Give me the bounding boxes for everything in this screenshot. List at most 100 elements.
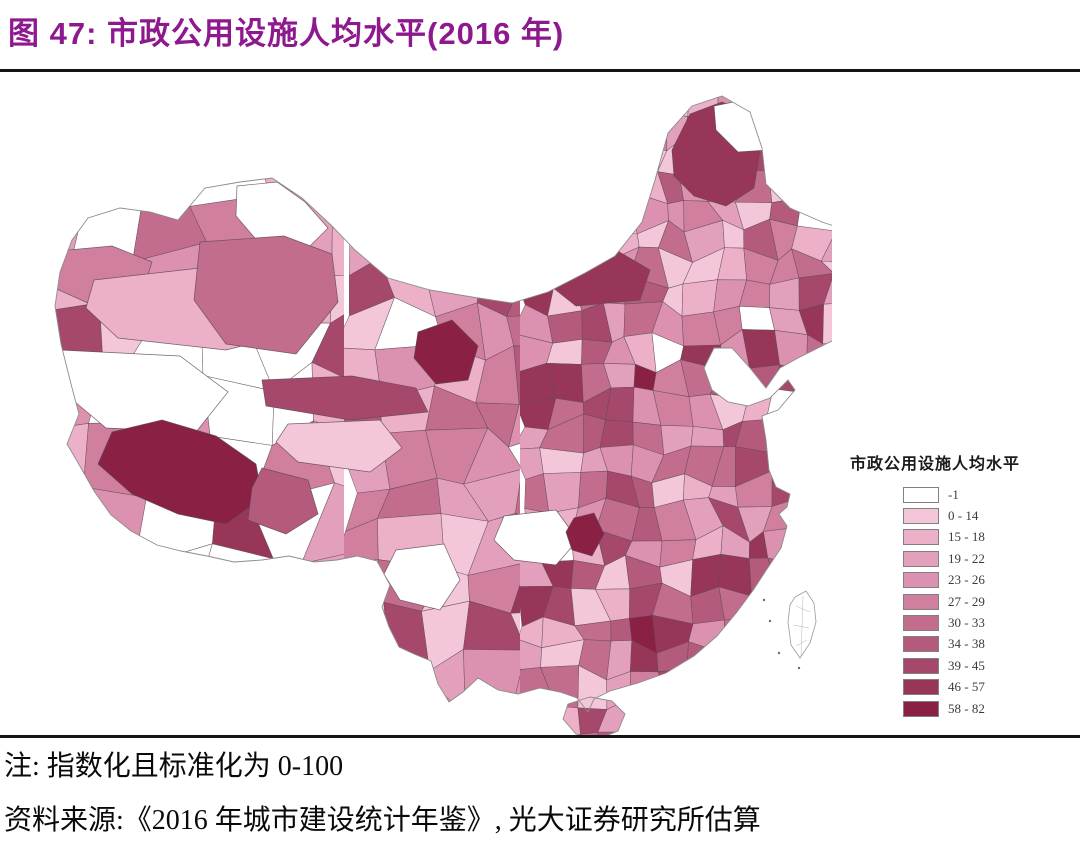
map-region-cell <box>317 133 344 217</box>
map-region-cell <box>520 96 555 117</box>
map-region-cell <box>595 142 628 178</box>
map-region-cell <box>797 197 832 232</box>
map-region-cell <box>378 207 446 259</box>
map-region-cell <box>655 696 694 738</box>
map-region-cell <box>300 598 344 676</box>
map-region-cell <box>821 668 832 706</box>
map-region-cell <box>595 170 628 197</box>
map-region-cell <box>520 195 555 233</box>
map-region-cell <box>266 706 333 738</box>
map-region-cell <box>463 427 520 485</box>
map-region-cell <box>520 164 554 206</box>
legend-label: 58 - 82 <box>948 700 985 716</box>
map-region-cell <box>520 218 557 255</box>
map-region-cell <box>215 96 265 148</box>
map-region-cell <box>765 665 797 708</box>
map-region-cell <box>520 247 556 279</box>
map-region-cell <box>474 160 520 227</box>
map-region-cell <box>541 96 583 116</box>
map-region-cell <box>265 558 302 600</box>
map-legend: 市政公用设施人均水平 -1 0 - 14 15 - 18 19 - 22 23 - 26… <box>850 450 1060 719</box>
map-region-cell <box>191 591 267 683</box>
island-dot <box>762 598 766 602</box>
legend-label: 27 - 29 <box>948 593 985 609</box>
top-rule <box>0 69 1080 72</box>
map-region-cell <box>795 393 832 431</box>
map-region-cell <box>549 105 583 145</box>
map-region-cell <box>797 497 829 538</box>
map-region-cell <box>681 279 718 317</box>
map-region-cell <box>821 642 832 682</box>
legend-label: 34 - 38 <box>948 636 985 652</box>
map-region-cell <box>55 602 100 674</box>
legend-item: 34 - 38 <box>903 634 1060 655</box>
map-region-cell <box>765 416 796 455</box>
map-region-patch <box>275 419 403 473</box>
map-region-cell <box>555 253 584 279</box>
map-region-cell <box>720 671 744 696</box>
legend-swatch <box>903 550 939 567</box>
map-region-cell <box>568 194 613 234</box>
map-region-cell <box>575 106 612 147</box>
map-region-cell <box>474 135 520 182</box>
map-region-cell <box>133 543 213 624</box>
map-region-cell <box>827 617 832 653</box>
map-region-cell <box>507 96 520 138</box>
legend-swatch <box>903 636 939 653</box>
map-region-cell <box>344 162 401 212</box>
map-region-cell <box>102 96 151 142</box>
map-region-cell <box>244 659 333 738</box>
map-region-cell <box>827 474 832 515</box>
map-region-cell <box>510 649 520 714</box>
map-region-cell <box>379 708 450 738</box>
map-region-cell <box>566 171 614 197</box>
map-region-cell <box>88 619 156 665</box>
map-region-cell <box>425 96 482 136</box>
country-outline <box>54 95 832 713</box>
map-region-cell <box>515 468 520 532</box>
map-region-cell <box>826 564 832 589</box>
island-dot <box>797 666 801 670</box>
map-region-cell <box>819 113 832 149</box>
legend-swatch <box>903 508 939 525</box>
island-dot <box>768 619 772 623</box>
map-region-cell <box>822 302 832 345</box>
map-region-cell <box>634 96 667 113</box>
map-region-cell <box>510 561 520 614</box>
map-region-cell <box>771 470 804 507</box>
map-region-cell <box>801 96 822 117</box>
map-region-cell <box>742 665 772 708</box>
legend-label: 23 - 26 <box>948 572 985 588</box>
map-region-cell <box>823 272 832 305</box>
map-region-cell <box>55 663 100 722</box>
legend-swatch <box>903 679 939 696</box>
map-region-cell <box>768 170 803 204</box>
map-region-cell <box>344 119 401 169</box>
map-region-cell <box>513 345 520 405</box>
map-region-cell <box>543 218 584 260</box>
map-region-cell <box>768 136 800 175</box>
map-region-cell <box>821 525 832 567</box>
legend-label: 15 - 18 <box>948 529 985 545</box>
map-region-cell <box>746 593 779 620</box>
legend-item: 30 - 33 <box>903 612 1060 633</box>
map-region-cell <box>331 186 344 277</box>
map-region-patch <box>247 467 319 535</box>
map-region-cell <box>828 444 832 480</box>
map-region-cell <box>791 248 832 279</box>
legend-swatch <box>903 572 939 589</box>
map-region-cell <box>686 668 725 711</box>
map-region-cell <box>599 419 634 448</box>
legend-items: -1 0 - 14 15 - 18 19 - 22 23 - 26 27 - 29 30 -… <box>903 484 1060 719</box>
map-region-cell <box>311 96 344 157</box>
map-region-cell <box>657 668 689 711</box>
map-region-cell <box>794 106 826 149</box>
map-region-patch <box>193 235 339 355</box>
map-region-cell <box>135 650 221 738</box>
map-region-patch <box>493 509 579 566</box>
map-region-cell <box>714 694 746 738</box>
legend-item: 39 - 45 <box>903 655 1060 676</box>
map-region-cell <box>421 224 490 259</box>
map-region-cell <box>819 96 832 117</box>
map-region-cell <box>630 696 665 733</box>
